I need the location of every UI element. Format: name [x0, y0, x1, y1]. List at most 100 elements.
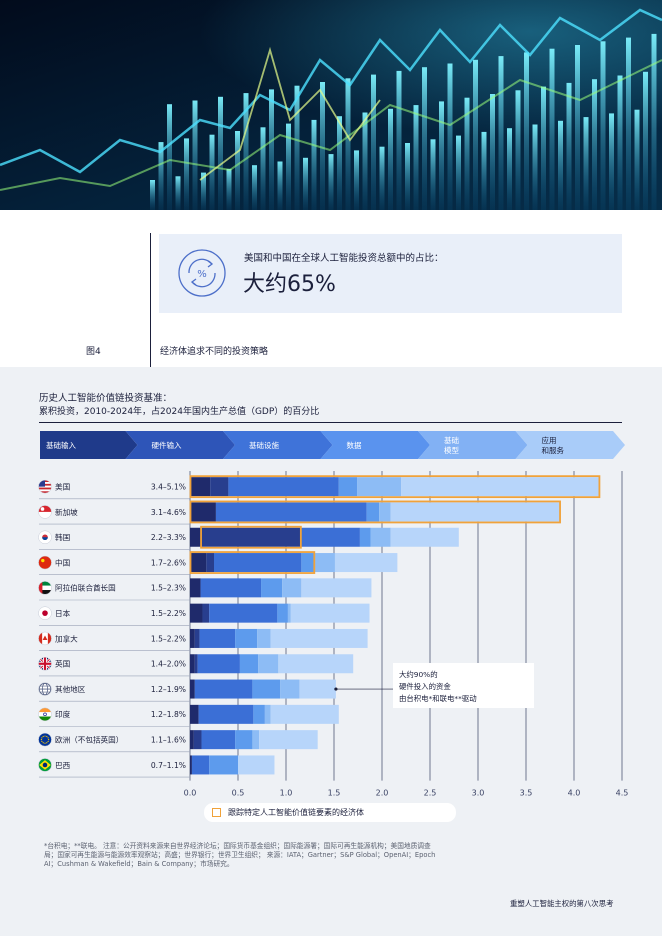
flag-ring — [38, 758, 52, 772]
value-chain-step — [320, 431, 430, 459]
value-chain-step — [223, 431, 333, 459]
hero-bar — [541, 86, 546, 210]
flag-ring — [38, 530, 52, 544]
hero-bar — [439, 101, 444, 210]
hero-bar — [277, 161, 283, 210]
hero-bar — [311, 119, 317, 210]
bar-segment — [194, 654, 198, 674]
kr-flag-icon — [38, 530, 52, 544]
in-flag-icon — [38, 707, 52, 721]
bar-segment — [359, 527, 371, 547]
hero-bar — [150, 180, 155, 210]
hero-bar — [575, 45, 580, 210]
country-label: 美国 — [55, 481, 70, 491]
value-chain-label: 基础设施 — [249, 440, 279, 450]
bar-segment — [198, 704, 254, 724]
bar-segment — [282, 578, 302, 598]
legend-label: 跟踪特定人工智能价值链要素的经济体 — [228, 808, 364, 817]
hero-bar — [549, 48, 555, 210]
footer-title: 重塑人工智能主权的第八次思考 — [510, 899, 614, 908]
hero-bar — [167, 104, 172, 210]
bar-segment — [190, 654, 195, 674]
bar-segment — [277, 603, 288, 623]
stat-card: % 美国和中国在全球人工智能投资总额中的占比： 大约65% — [159, 234, 622, 313]
x-tick-label: 2.0 — [376, 789, 389, 798]
hero-bar — [634, 109, 640, 210]
hero-bar — [345, 78, 351, 210]
country-label: 加拿大 — [55, 633, 78, 643]
value-chain-label-line: 基础设施 — [249, 440, 279, 450]
hero-bar — [515, 90, 521, 210]
bar-segment — [401, 477, 600, 497]
bar-segment — [200, 527, 302, 547]
x-tick-label: 0.0 — [184, 789, 197, 798]
bar-segment — [194, 628, 200, 648]
hero-bar — [354, 150, 359, 210]
hero-bar — [405, 143, 410, 210]
hero-bar — [651, 33, 657, 210]
value-chain-step — [40, 431, 138, 459]
range-label: 1.5–2.3% — [151, 584, 186, 593]
sg-flag-icon — [38, 505, 52, 519]
range-label: 1.7–2.6% — [151, 558, 186, 567]
bar-segment — [280, 679, 300, 699]
bar-segment — [270, 628, 368, 648]
hero-bar — [481, 131, 487, 210]
bar-segment — [379, 502, 391, 522]
x-tick-label: 0.5 — [232, 789, 245, 798]
flag-ring — [38, 657, 52, 671]
bar-segment — [200, 578, 262, 598]
hero-bar — [643, 71, 648, 210]
country-label: 印度 — [55, 709, 71, 719]
bar-segment — [199, 628, 236, 648]
bar-segment — [270, 704, 339, 724]
us-flag-icon — [38, 480, 52, 494]
range-label: 1.4–2.0% — [151, 660, 186, 669]
bar-segment — [264, 704, 271, 724]
value-chain-step — [515, 431, 625, 459]
bar-segment — [278, 654, 354, 674]
figure-number: 图4 — [86, 347, 101, 357]
flag-ring — [38, 581, 52, 595]
hero-bar — [209, 134, 215, 210]
x-tick-label: 1.5 — [328, 789, 341, 798]
bar-segment — [314, 553, 335, 573]
hero-bar — [558, 120, 563, 210]
bar-segment — [301, 578, 372, 598]
hero-bar — [422, 67, 427, 210]
hero-bar — [413, 105, 419, 210]
flag-ring — [38, 732, 52, 747]
hero-bar — [184, 138, 189, 210]
bar-segment — [190, 730, 194, 750]
highlight-box — [189, 500, 561, 524]
flag-ring — [38, 682, 52, 696]
country-label: 巴西 — [55, 761, 71, 770]
bar-segment — [190, 679, 195, 699]
flag-ring — [38, 606, 52, 620]
bar-segment — [259, 730, 318, 750]
bar-segment — [190, 578, 201, 598]
bar-segment — [193, 730, 202, 750]
hero-bar — [252, 165, 257, 210]
bar-segment — [238, 755, 275, 775]
legend-highlight-swatch — [212, 808, 221, 817]
hero-bar — [192, 100, 198, 210]
value-chain-label-line: 应用 — [542, 435, 557, 445]
range-label: 2.2–3.3% — [151, 533, 186, 542]
chart-panel — [0, 367, 662, 936]
bar-segment — [190, 704, 199, 724]
bar-segment — [209, 755, 238, 775]
value-chain-label-line: 硬件输入 — [152, 440, 182, 450]
bar-segment — [228, 477, 339, 497]
x-tick-label: 3.5 — [520, 789, 533, 798]
range-label: 1.5–2.2% — [151, 634, 186, 643]
bar-segment — [235, 628, 258, 648]
hero-bar — [294, 85, 300, 210]
bar-segment — [190, 527, 201, 547]
hero-bar — [328, 154, 334, 210]
ca-flag-icon — [38, 631, 52, 645]
hero-bar — [303, 157, 308, 210]
value-chain-label-line: 基础 — [444, 435, 459, 445]
jp-flag-icon — [38, 606, 52, 620]
